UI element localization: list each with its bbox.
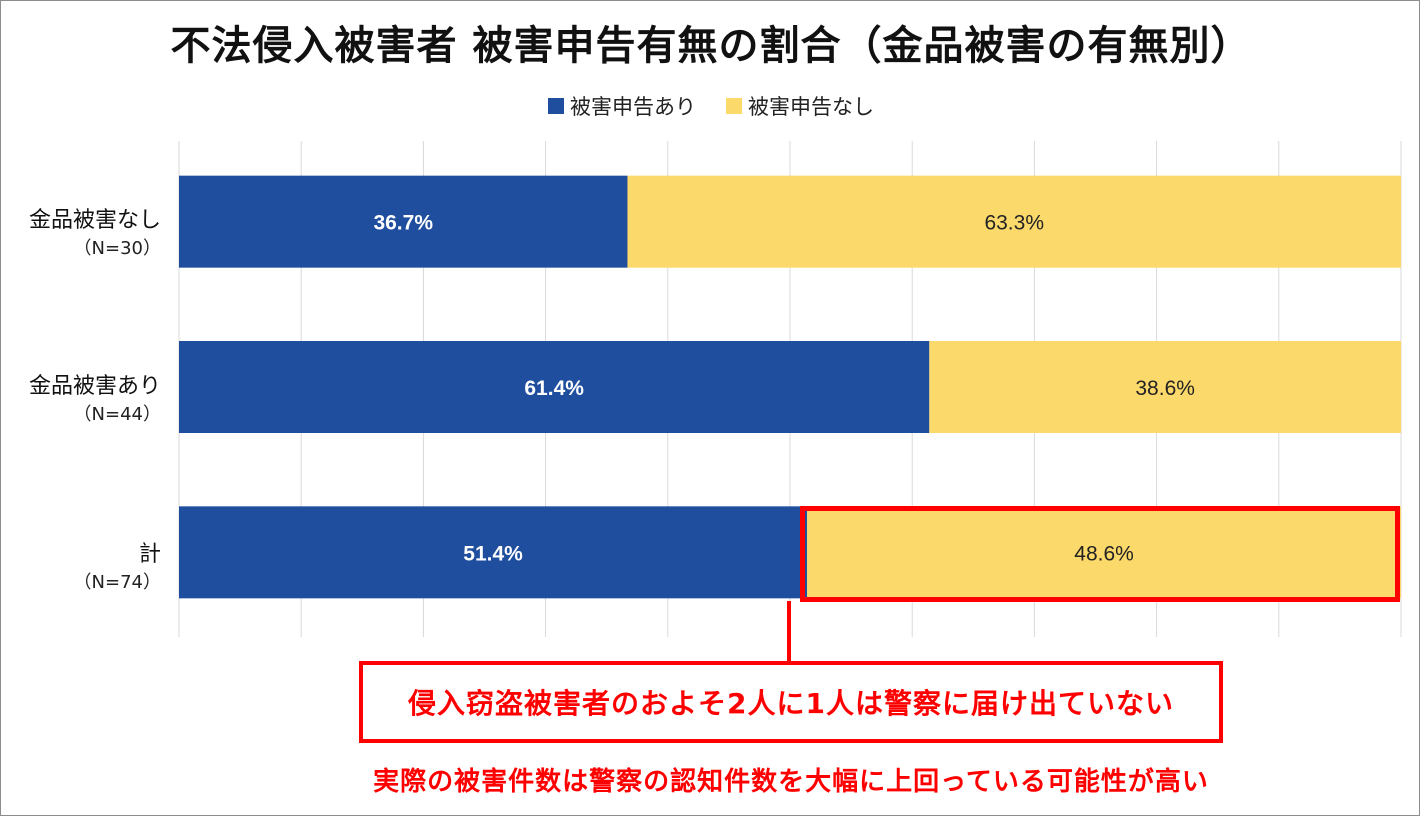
legend-swatch-reported <box>548 98 564 114</box>
callout-connector <box>787 601 791 663</box>
category-label-0: 金品被害なし （N=30） <box>1 202 161 260</box>
category-label-2: 計 （N=74） <box>1 536 161 594</box>
legend-label-not-reported: 被害申告なし <box>748 95 874 119</box>
legend-swatch-not-reported <box>726 98 742 114</box>
bar-0-1 <box>627 175 1401 268</box>
category-label-1: 金品被害あり （N=44） <box>1 368 161 426</box>
chart-title: 不法侵入被害者 被害申告有無の割合（金品被害の有無別） <box>170 23 1252 69</box>
category-label-1-main: 金品被害あり <box>28 374 161 399</box>
annotation-note: 実際の被害件数は警察の認知件数を大幅に上回っている可能性が高い <box>373 767 1209 797</box>
bar-1-0 <box>179 341 930 433</box>
category-label-2-sub: （N=74） <box>73 572 161 593</box>
highlight-box <box>800 506 1400 602</box>
data-label-0-0: 36.7% <box>373 212 433 235</box>
legend-label-reported: 被害申告あり <box>570 95 696 119</box>
data-label-2-1: 48.6% <box>1074 542 1134 565</box>
data-label-1-1: 38.6% <box>1135 377 1195 400</box>
data-label-1-0: 61.4% <box>524 377 584 400</box>
callout-text: 侵入窃盗被害者のおよそ2人に1人は警察に届け出ていない <box>408 687 1174 720</box>
data-label-0-1: 63.3% <box>984 212 1044 235</box>
legend-item-reported: 被害申告あり <box>548 91 696 121</box>
category-label-0-main: 金品被害なし <box>28 208 161 233</box>
data-label-2-0: 51.4% <box>463 542 523 565</box>
bar-0-0 <box>179 175 628 268</box>
category-label-1-sub: （N=44） <box>73 404 161 425</box>
category-label-2-main: 計 <box>138 542 161 567</box>
legend-item-not-reported: 被害申告なし <box>726 91 874 121</box>
category-label-0-sub: （N=30） <box>73 238 161 259</box>
bar-2-1 <box>807 506 1401 599</box>
chart-legend: 被害申告あり 被害申告なし <box>1 91 1420 121</box>
bar-1-1 <box>929 341 1401 433</box>
callout-box: 侵入窃盗被害者のおよそ2人に1人は警察に届け出ていない <box>359 661 1223 743</box>
bar-2-0 <box>179 506 808 599</box>
